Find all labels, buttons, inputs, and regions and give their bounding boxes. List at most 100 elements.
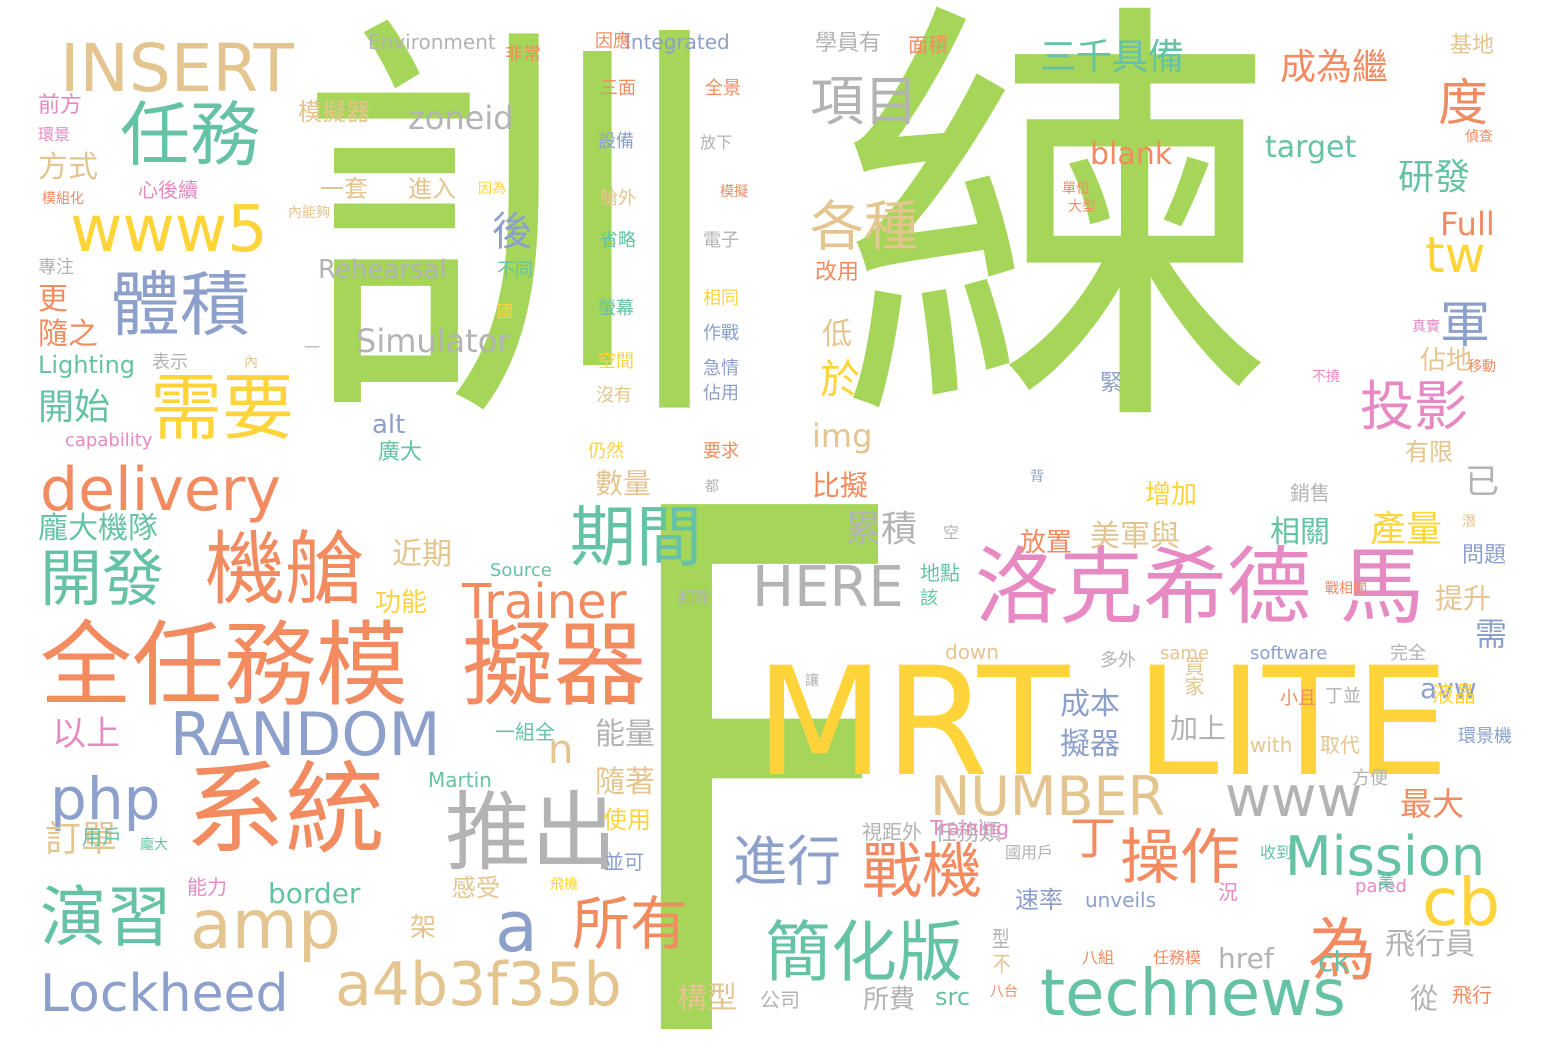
word-47: zoneid	[408, 99, 514, 137]
word-67: 以上	[52, 714, 120, 754]
word-191: 內能夠	[288, 205, 330, 221]
word-141: 使用	[603, 806, 651, 834]
word-158: 買家	[1181, 656, 1205, 696]
word-186: 緊	[1100, 371, 1123, 396]
word-51: 進行	[733, 830, 841, 893]
word-112: 所費	[863, 985, 916, 1015]
word-190: 國	[497, 302, 514, 321]
word-52: a	[495, 886, 538, 968]
word-175: 仍然	[588, 441, 624, 462]
word-169: 相同	[703, 288, 739, 309]
word-125: 丁並	[1325, 686, 1361, 707]
word-149: 美	[1378, 873, 1395, 892]
word-44: Full	[1440, 205, 1495, 243]
word-46: Rehearsal	[318, 255, 447, 285]
word-181: 大型	[1068, 199, 1096, 215]
word-199: 內	[244, 355, 258, 371]
word-15: 體積	[110, 264, 250, 346]
word-64: 開始	[38, 387, 111, 428]
word-103: alt	[372, 410, 406, 440]
word-36: 各種	[810, 195, 918, 258]
word-68: 訂單	[45, 819, 118, 860]
word-99: Environment	[368, 30, 496, 54]
word-128: same	[1160, 643, 1210, 664]
word-73: 構型	[677, 981, 737, 1016]
word-113: 不	[993, 953, 1011, 978]
word-164: 放下	[700, 133, 733, 152]
word-127: 多外	[1100, 650, 1136, 671]
word-136: capability	[65, 430, 153, 451]
word-78: 數量	[595, 467, 652, 500]
word-104: 廣大	[378, 440, 423, 465]
word-91: 美軍與	[1090, 519, 1180, 554]
word-168: 螢幕	[598, 298, 634, 319]
word-40: 度	[1438, 74, 1488, 132]
word-182: 偵查	[1465, 129, 1493, 145]
word-118: 視距外	[862, 820, 922, 844]
word-153: 戰相關	[1325, 581, 1367, 597]
word-192: 心後續	[138, 178, 198, 202]
word-12: INSERT	[60, 30, 294, 107]
word-87: 提升	[1435, 582, 1492, 615]
word-50: 累積	[845, 509, 918, 550]
word-86: 需	[1475, 615, 1508, 653]
word-84: avw	[1420, 672, 1477, 705]
word-174: 沒有	[596, 385, 632, 406]
word-8: 洛克希德	[975, 538, 1312, 636]
word-115: 速率	[1015, 886, 1063, 914]
word-88: 產量	[1370, 509, 1443, 550]
word-26: 戰機	[862, 837, 982, 907]
word-140: 並可	[604, 850, 644, 874]
word-9: 馬	[1340, 538, 1425, 636]
word-130: 完全	[1390, 643, 1426, 664]
word-55: 為	[1308, 912, 1377, 991]
word-183: 移動	[1468, 359, 1496, 375]
word-166: 省略	[600, 230, 636, 251]
word-23: Lockheed	[40, 964, 289, 1024]
word-29: Trainer	[462, 574, 627, 630]
word-159: 因應	[595, 31, 631, 52]
word-18: amp	[190, 886, 342, 965]
word-116: unveils	[1085, 888, 1157, 912]
word-171: 急情	[703, 358, 739, 379]
word-108: href	[1218, 942, 1274, 975]
word-53: 所有	[572, 890, 689, 958]
word-176: 要求	[703, 441, 739, 462]
word-85: 最大	[1400, 785, 1465, 823]
word-143: 公司	[760, 988, 800, 1012]
word-66: Lighting	[38, 351, 136, 379]
word-157: 讓	[805, 673, 819, 689]
word-69: 能力	[187, 875, 227, 899]
word-21: a4b3f35b	[335, 950, 622, 1020]
word-161: 三面	[600, 78, 636, 99]
word-76: img	[812, 417, 873, 455]
word-107: ck	[1318, 945, 1350, 978]
word-162: 全景	[705, 78, 741, 99]
word-89: 已	[1465, 462, 1499, 502]
word-98: 基地	[1450, 33, 1495, 58]
word-172: 空間	[598, 351, 634, 372]
word-154: 起降	[678, 588, 711, 607]
word-95: 有限	[1405, 438, 1453, 466]
word-30: HERE	[752, 555, 904, 620]
word-126: 小且	[1280, 688, 1316, 709]
word-24: 演習	[40, 879, 172, 956]
word-146: 任務模	[1153, 948, 1202, 967]
word-133: Training	[930, 816, 1009, 840]
word-147: 況	[1218, 880, 1238, 904]
word-80: 能量	[595, 717, 655, 752]
word-114: 型	[992, 928, 1010, 953]
word-34: 開發	[40, 542, 165, 615]
word-122: 取代	[1320, 733, 1360, 757]
word-49: 於	[820, 357, 860, 403]
word-3: MRT	[755, 636, 1070, 810]
word-139: 龐大	[140, 837, 168, 853]
word-110: 從	[1410, 982, 1439, 1015]
word-160: 非常	[505, 44, 541, 65]
word-178: 背	[1030, 469, 1044, 485]
word-198: 表示	[152, 352, 188, 373]
word-37: 投影	[1360, 375, 1468, 438]
word-56: cb	[1422, 864, 1501, 941]
word-102: blank	[1090, 137, 1173, 172]
